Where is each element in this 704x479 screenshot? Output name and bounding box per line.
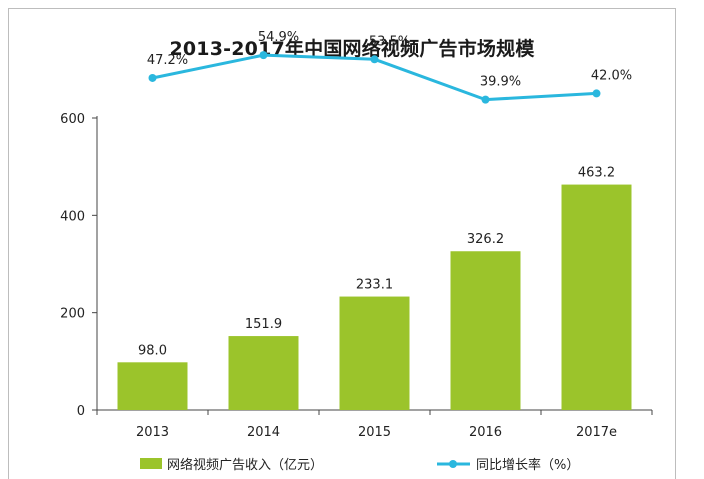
y-tick-label: 0: [77, 404, 85, 419]
legend-bar-label: 网络视频广告收入（亿元）: [167, 457, 323, 473]
growth-rate-label: 39.9%: [480, 75, 521, 90]
bar: [450, 251, 521, 410]
legend-line-marker: [449, 460, 457, 468]
y-tick-label: 600: [60, 112, 85, 127]
x-tick-label: 2017e: [576, 425, 617, 440]
growth-rate-point: [259, 51, 268, 60]
x-tick-label: 2014: [247, 425, 280, 440]
x-tick-label: 2013: [136, 425, 169, 440]
bar: [561, 184, 632, 410]
legend-bar-swatch: [140, 458, 162, 469]
y-tick-label: 200: [60, 307, 85, 322]
growth-rate-label: 47.2%: [147, 53, 188, 68]
bar-value-label: 98.0: [138, 343, 167, 358]
legend-line-label: 同比增长率（%）: [476, 457, 579, 473]
growth-rate-point: [592, 89, 601, 98]
growth-rate-label: 53.5%: [369, 34, 410, 49]
bar-value-label: 233.1: [356, 278, 393, 293]
growth-rate-point: [481, 95, 490, 104]
bar: [228, 336, 299, 410]
bar-value-label: 463.2: [578, 166, 615, 181]
growth-rate-point: [148, 73, 157, 82]
bar: [117, 362, 188, 410]
growth-rate-point: [370, 55, 379, 64]
x-tick-label: 2016: [469, 425, 502, 440]
bar: [339, 296, 410, 410]
bar-value-label: 326.2: [467, 232, 504, 247]
chart-frame: [8, 8, 676, 479]
growth-rate-label: 54.9%: [258, 30, 299, 45]
growth-rate-label: 42.0%: [591, 68, 632, 83]
bar-value-label: 151.9: [245, 317, 282, 332]
y-tick-label: 400: [60, 209, 85, 224]
x-tick-label: 2015: [358, 425, 391, 440]
